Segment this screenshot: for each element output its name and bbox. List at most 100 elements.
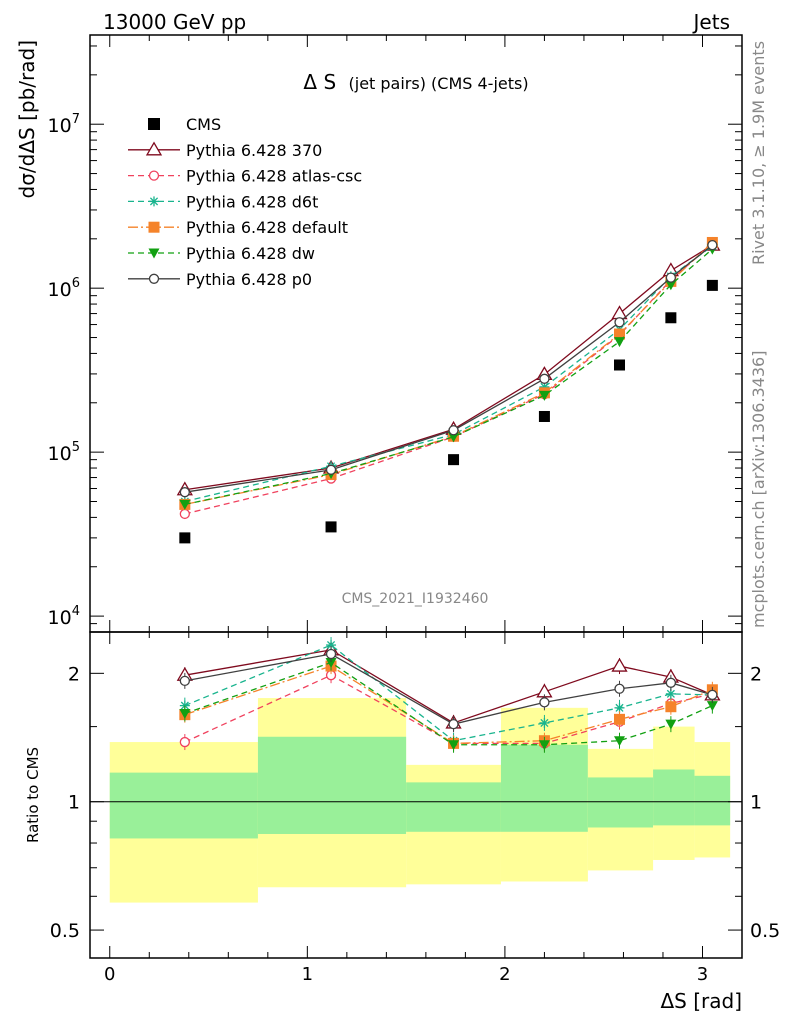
y-tick-base: 10: [48, 279, 72, 301]
series-point-ratio: [706, 701, 718, 712]
series-point-ratio: [614, 713, 626, 725]
legend-marker: [148, 248, 160, 259]
star-stroke: [666, 689, 675, 698]
cms-data-point: [665, 312, 677, 324]
series-point-main: [538, 390, 550, 401]
cms-data-point: [448, 454, 460, 466]
series-point-main: [707, 239, 718, 251]
uncertainty-band-inner: [653, 769, 695, 826]
y-tick-label: 107: [48, 112, 80, 137]
series-point-ratio: [665, 701, 677, 713]
series-point-ratio: [611, 657, 628, 672]
legend-label: Pythia 6.428 d6t: [186, 192, 318, 211]
y-tick-exponent: 7: [72, 112, 80, 127]
cms-data-point: [325, 521, 337, 533]
legend-marker: [145, 141, 163, 156]
x-tick-label: 1: [302, 964, 313, 985]
series-point-main: [614, 328, 626, 340]
legend-label: Pythia 6.428 370: [186, 141, 322, 160]
ratio-tick-label-left: 0.5: [50, 920, 80, 942]
series-point-main: [179, 487, 190, 498]
cms-data-point: [614, 359, 626, 371]
legend-marker: [148, 273, 160, 284]
y-tick-base: 10: [48, 607, 72, 629]
x-axis-label: ΔS [rad]: [660, 989, 742, 1013]
uncertainty-band-inner: [257, 736, 407, 834]
y-tick-exponent: 5: [72, 440, 80, 455]
analysis-watermark: CMS_2021_I1932460: [342, 591, 489, 607]
series-point-ratio: [179, 736, 190, 748]
series-point-main: [448, 432, 460, 443]
series-point-main: [614, 317, 625, 328]
series-point-main: [614, 337, 626, 348]
series-point-ratio: [325, 658, 337, 669]
series-point-main: [179, 508, 190, 520]
legend: CMS Pythia 6.428 370 Pythia 6.428 atlas-cs…: [128, 115, 362, 289]
series-point-main: [539, 373, 550, 384]
ratio-tick-label-left: 2: [68, 663, 80, 685]
legend-label: Pythia 6.428 default: [186, 218, 348, 237]
chart-title-main: Δ S: [303, 70, 336, 94]
cms-data-point: [179, 532, 191, 544]
series-point-main: [448, 425, 459, 436]
series-point-ratio: [448, 740, 460, 751]
legend-label-cms: CMS: [186, 115, 221, 134]
y-axis-label: dσ/dΔS [pb/rad]: [15, 40, 39, 198]
series-point-main: [665, 272, 677, 283]
legend-marker: [148, 221, 160, 233]
series-point-main: [179, 499, 191, 510]
uncertainty-band-inner: [406, 782, 501, 832]
ratio-tick-label-left: 1: [68, 792, 80, 814]
series-point-main: [325, 464, 337, 475]
series-point-ratio: [179, 708, 191, 719]
legend-marker-cms: [148, 118, 160, 130]
ratio-tick-label-right: 0.5: [750, 920, 780, 942]
process-label: Jets: [692, 10, 730, 34]
x-tick-label: 2: [499, 964, 510, 985]
series-point-ratio: [614, 702, 625, 713]
y-tick-exponent: 6: [72, 276, 80, 291]
ratio-tick-label-right: 2: [750, 663, 762, 685]
series-point-ratio: [179, 675, 190, 687]
ratio-tick-label-right: 1: [750, 792, 762, 814]
series-point-ratio: [665, 677, 677, 688]
energy-label: 13000 GeV pp: [103, 10, 246, 34]
series-point-ratio: [448, 719, 459, 730]
series-point-ratio: [539, 697, 550, 708]
legend-label: Pythia 6.428 dw: [186, 244, 315, 263]
y-tick-label: 105: [48, 440, 80, 465]
y-tick-base: 10: [48, 115, 72, 137]
star-stroke: [540, 718, 549, 727]
series-point-main: [665, 280, 677, 291]
legend-marker: [149, 196, 159, 207]
y-tick-label: 104: [48, 604, 80, 629]
x-tick-label: 0: [104, 964, 115, 985]
legend-label: Pythia 6.428 p0: [186, 270, 312, 289]
y-tick-base: 10: [48, 443, 72, 465]
star-stroke: [149, 197, 159, 206]
x-tick-label: 3: [697, 964, 708, 985]
legend-marker: [148, 170, 160, 181]
star-stroke: [326, 640, 336, 650]
series-point-main: [611, 305, 628, 320]
cms-data-point: [538, 410, 550, 422]
ratio-frame: [89, 631, 743, 959]
star-stroke: [615, 703, 624, 712]
side-label-rivet: Rivet 3.1.10, ≥ 1.9M events: [749, 41, 768, 265]
uncertainty-band-inner: [500, 744, 588, 832]
series-point-ratio: [614, 683, 625, 694]
cms-data-point: [706, 279, 718, 291]
series-point-ratio: [707, 689, 718, 701]
side-label-mcplots: mcplots.cern.ch [arXiv:1306.3436]: [749, 351, 768, 628]
chart-title-sub: (jet pairs) (CMS 4-jets): [349, 74, 529, 93]
uncertainty-band-inner: [587, 777, 654, 828]
legend-label: Pythia 6.428 atlas-csc: [186, 167, 362, 186]
series-point-ratio: [614, 736, 626, 747]
series-point-ratio: [539, 717, 550, 728]
uncertainty-band-inner: [694, 775, 731, 826]
ratio-y-axis-label: Ratio to CMS: [24, 747, 42, 843]
series-point-ratio: [325, 648, 337, 660]
ratio-panel: 0 1 2 3 0.5 0.5 1 1 2 2: [50, 631, 780, 985]
chart-title: Δ S (jet pairs) (CMS 4-jets): [303, 70, 528, 94]
